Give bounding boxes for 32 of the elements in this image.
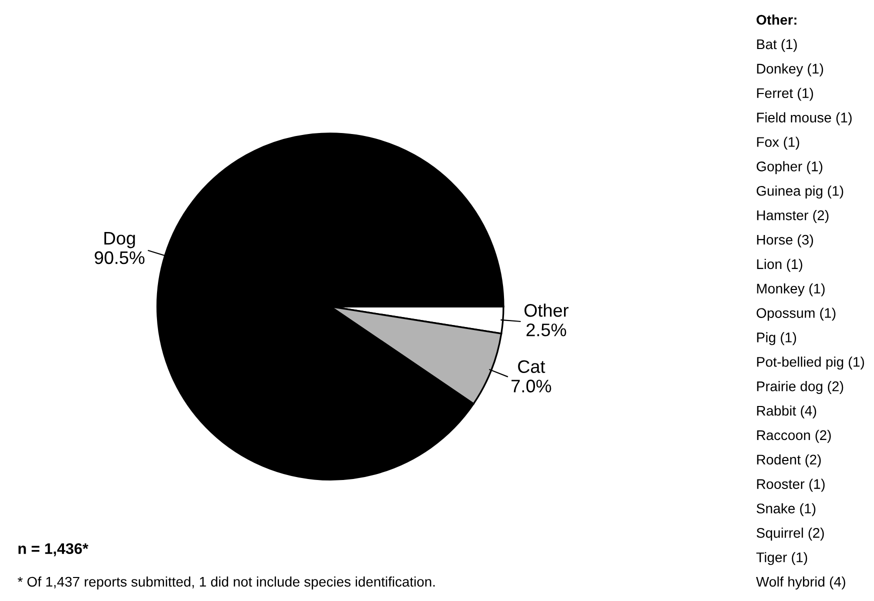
text: Other:: [756, 14, 796, 25]
text: Tiger (1): [756, 552, 808, 566]
text: Raccoon (2): [757, 430, 831, 443]
text: Opossum (1): [756, 308, 836, 321]
slice-label: Dog: [104, 232, 135, 248]
text: Horse (3): [757, 234, 814, 248]
text: Rooster (1): [757, 478, 825, 492]
text: Donkey (1): [757, 63, 824, 76]
text: Lion (1): [757, 258, 802, 272]
text: Hamster (2): [757, 210, 828, 223]
text: Bat (1): [757, 38, 797, 52]
text: Pot-bellied pig (1): [757, 356, 864, 370]
text: Wolf hybrid (4): [756, 576, 846, 590]
data-label: 90.5%: [94, 251, 144, 264]
text: Squirrel (2): [756, 528, 824, 541]
text: Field mouse (1): [757, 112, 852, 126]
text: Pig (1): [757, 332, 796, 346]
data-label: 2.5%: [526, 324, 566, 336]
text: Monkey (1): [757, 283, 825, 296]
text: Guinea pig (1): [756, 186, 844, 199]
text: Gopher (1): [756, 161, 822, 174]
text: n = 1,436*: [18, 543, 88, 556]
data-label: 7.0%: [512, 380, 552, 392]
text: Rabbit (4): [757, 405, 816, 418]
slice-label: Cat: [518, 360, 546, 373]
text: Fox (1): [757, 136, 800, 150]
slice-label: Other: [524, 304, 568, 317]
text: * Of 1,437 reports submitted, 1 did not include species identification.: [18, 576, 435, 590]
text: Ferret (1): [757, 88, 814, 101]
text: Prairie dog (2): [757, 381, 844, 394]
text: Snake (1): [756, 503, 816, 516]
text: Rodent (2): [757, 454, 821, 468]
